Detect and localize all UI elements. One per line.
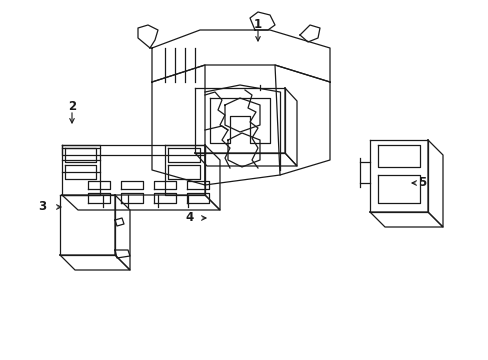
Text: 5: 5: [417, 176, 425, 189]
Text: 4: 4: [185, 211, 194, 225]
Text: 1: 1: [253, 18, 262, 31]
Text: 2: 2: [68, 100, 76, 113]
Text: 3: 3: [38, 201, 46, 213]
